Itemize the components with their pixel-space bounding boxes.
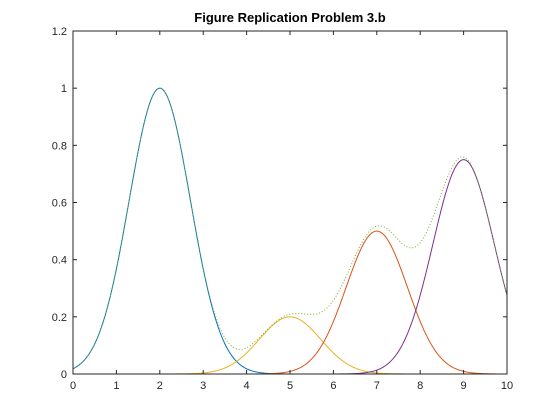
x-tick-label: 8 — [417, 380, 423, 392]
x-tick-label: 1 — [113, 380, 119, 392]
y-tick-label: 0.8 — [52, 140, 67, 152]
x-tick-label: 5 — [287, 380, 293, 392]
x-tick-label: 9 — [461, 380, 467, 392]
y-axis: 0 0.2 0.4 0.6 0.8 1 1.2 — [52, 26, 507, 381]
y-tick-label: 0 — [61, 369, 67, 381]
x-axis: 0 1 2 3 4 5 6 7 8 9 10 — [70, 31, 513, 392]
x-tick-label: 0 — [70, 380, 76, 392]
x-tick-label: 10 — [501, 380, 513, 392]
plot-area — [73, 31, 507, 374]
chart-title: Figure Replication Problem 3.b — [194, 10, 385, 25]
x-tick-label: 3 — [200, 380, 206, 392]
x-tick-label: 2 — [157, 380, 163, 392]
series-line-5 — [72, 87, 508, 370]
y-tick-label: 1.2 — [52, 26, 67, 38]
y-tick-label: 0.2 — [52, 312, 67, 324]
x-tick-label: 4 — [244, 380, 250, 392]
y-tick-label: 0.4 — [52, 255, 67, 267]
y-tick-label: 1 — [61, 83, 67, 95]
x-tick-label: 6 — [330, 380, 336, 392]
x-tick-label: 7 — [374, 380, 380, 392]
y-tick-label: 0.6 — [52, 198, 67, 210]
